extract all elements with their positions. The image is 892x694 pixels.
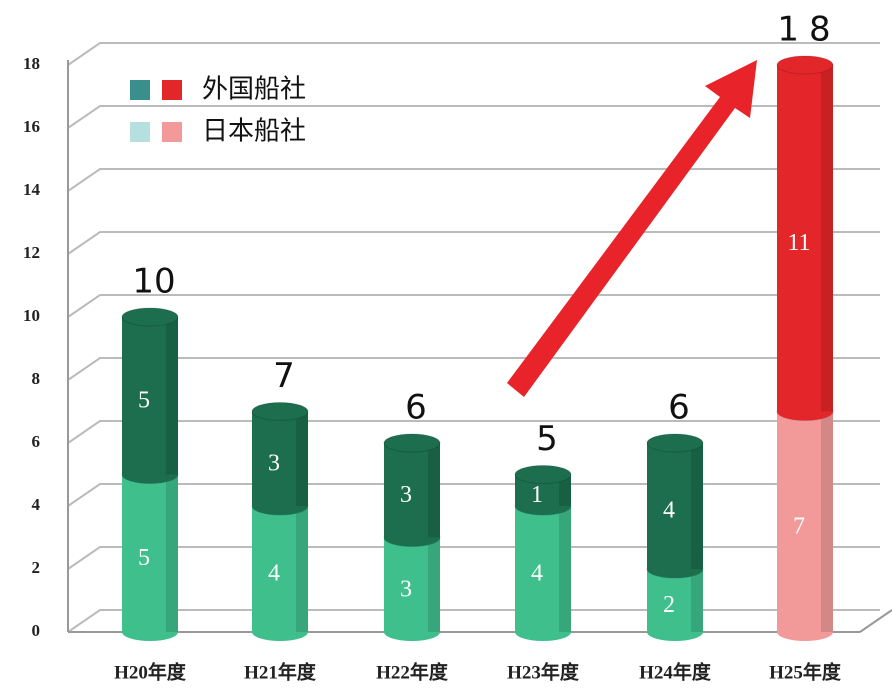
bar-segment <box>121 465 179 641</box>
cylinder-shade <box>166 317 178 475</box>
cylinder-body <box>647 443 703 569</box>
total-label: 18 <box>777 10 840 50</box>
total-label: 6 <box>405 388 427 428</box>
cylinder-shade <box>691 443 703 569</box>
total-label: 10 <box>132 262 175 302</box>
legend-label: 外国船社 <box>202 75 306 105</box>
cylinder-body <box>252 411 308 506</box>
y-tick-label: 16 <box>23 117 40 136</box>
total-label: 5 <box>536 419 558 459</box>
value-label: 7 <box>793 513 805 539</box>
cylinder-shade <box>691 569 703 632</box>
value-label: 3 <box>400 482 412 508</box>
grid-line <box>67 42 880 66</box>
y-tick-label: 10 <box>23 306 40 325</box>
x-tick-label: H20年度 <box>114 660 187 683</box>
bar-segment <box>514 465 572 515</box>
cylinder-top <box>251 402 309 421</box>
x-tick-label: H24年度 <box>639 660 712 683</box>
y-tick-label: 14 <box>23 180 41 199</box>
bar-segment <box>251 402 309 515</box>
floor-edge <box>859 609 892 633</box>
cylinder-body <box>252 506 308 632</box>
value-label: 4 <box>531 561 543 587</box>
cylinder-shade <box>428 443 440 538</box>
bar-segment <box>383 433 441 547</box>
cylinder-body <box>122 317 178 475</box>
x-tick-label: H21年度 <box>244 660 317 683</box>
y-tick-label: 12 <box>23 243 40 262</box>
cylinder-body <box>515 506 571 632</box>
value-label: 11 <box>787 230 810 256</box>
grid-line <box>67 294 880 318</box>
grid-line <box>67 105 880 129</box>
x-tick-label: H25年度 <box>769 660 842 683</box>
value-label: 4 <box>663 498 675 524</box>
grid-line <box>67 357 880 381</box>
value-label: 2 <box>663 592 675 618</box>
legend-swatch <box>162 80 182 100</box>
grid-line <box>67 546 880 570</box>
legend-swatch <box>130 80 150 100</box>
cylinder-shade <box>296 506 308 632</box>
value-label: 5 <box>138 387 150 413</box>
bar-segment <box>776 402 834 641</box>
y-tick-label: 18 <box>23 54 40 73</box>
grid-line <box>67 168 880 192</box>
value-label: 4 <box>268 561 280 587</box>
cylinder-top <box>121 307 179 327</box>
legend-swatch <box>130 122 150 142</box>
cylinder-body <box>384 537 440 632</box>
grid-line <box>67 420 880 444</box>
bar-segment <box>776 55 834 421</box>
value-label: 3 <box>268 450 280 476</box>
cylinder-top <box>776 55 834 75</box>
cylinder-top <box>383 433 441 453</box>
grid-line <box>67 483 880 507</box>
cylinder-shade <box>559 506 571 632</box>
total-label: 7 <box>273 356 295 396</box>
value-label: 1 <box>531 482 543 508</box>
legend-label: 日本船社 <box>202 117 306 147</box>
cylinder-body <box>777 65 833 412</box>
y-tick-label: 2 <box>32 558 41 577</box>
y-tick-label: 8 <box>32 369 41 388</box>
cylinder-shade <box>559 474 571 506</box>
x-tick-label: H22年度 <box>376 660 449 683</box>
cylinder-body <box>122 474 178 632</box>
cylinder-body <box>777 411 833 632</box>
x-tick-label: H23年度 <box>507 660 580 683</box>
cylinder-shade <box>821 411 833 632</box>
y-tick-label: 0 <box>32 621 41 640</box>
value-label: 5 <box>138 545 150 571</box>
legend-swatch <box>162 122 182 142</box>
cylinder-shade <box>296 411 308 506</box>
bar-segment <box>121 307 179 484</box>
cylinder-top <box>514 465 572 484</box>
cylinder-shade <box>428 537 440 632</box>
grid-line <box>67 609 880 633</box>
value-label: 3 <box>400 576 412 602</box>
total-label: 6 <box>668 388 690 428</box>
bar-segment <box>514 496 572 641</box>
cylinder-shade <box>821 65 833 412</box>
cylinder-body <box>384 443 440 538</box>
cylinder-shade <box>166 474 178 632</box>
y-tick-label: 6 <box>32 432 41 451</box>
y-tick-label: 4 <box>32 495 41 514</box>
cylinder-top <box>646 433 704 453</box>
bar-segment <box>251 496 309 641</box>
bar-segment <box>646 433 704 578</box>
trend-arrow <box>507 60 757 397</box>
grid-line <box>67 231 880 255</box>
cylinder-body <box>647 569 703 632</box>
